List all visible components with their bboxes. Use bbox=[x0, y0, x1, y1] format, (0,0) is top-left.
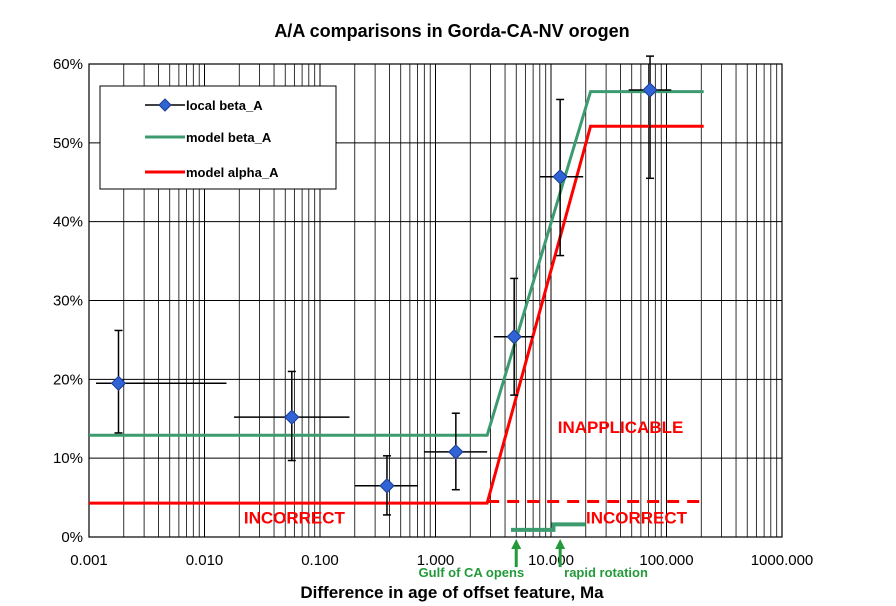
x-tick-label: 0.010 bbox=[186, 552, 224, 569]
data-point-diamond bbox=[506, 329, 522, 345]
event-label: Gulf of CA opens bbox=[419, 565, 525, 580]
x-tick-labels: 0.001 0.010 0.100 1.000 10.000 100.000 1000.00… bbox=[70, 552, 813, 569]
data-point-diamond bbox=[110, 375, 127, 391]
reference-lines bbox=[487, 500, 704, 532]
annotations: INAPPLICABLE INCORRECT INCORRECT bbox=[244, 418, 688, 528]
data-point-diamond bbox=[448, 444, 464, 460]
event-label: rapid rotation bbox=[564, 565, 648, 580]
y-tick-label: 50% bbox=[53, 135, 83, 152]
legend-label: local beta_A bbox=[186, 98, 263, 113]
event-arrow-head bbox=[555, 539, 566, 549]
legend-swatch-diamond bbox=[158, 98, 172, 112]
data-points bbox=[96, 55, 672, 516]
x-axis-title: Difference in age of offset feature, Ma bbox=[300, 583, 604, 602]
plot-area bbox=[88, 63, 783, 538]
event-arrow-head bbox=[511, 539, 522, 549]
legend-label: model alpha_A bbox=[186, 165, 279, 180]
legend-label: model beta_A bbox=[186, 130, 272, 145]
y-tick-labels: 0% 10% 20% 30% 40% 50% 60% bbox=[53, 56, 83, 546]
region-label: INCORRECT bbox=[244, 509, 346, 528]
y-tick-label: 20% bbox=[53, 371, 83, 388]
chart-title: A/A comparisons in Gorda-CA-NV orogen bbox=[274, 21, 629, 41]
x-tick-label: 100.000 bbox=[639, 552, 693, 569]
data-point-diamond bbox=[552, 169, 568, 185]
data-point-diamond bbox=[379, 478, 395, 494]
data-point-diamond bbox=[284, 409, 300, 425]
y-tick-label: 40% bbox=[53, 214, 83, 231]
region-label: INAPPLICABLE bbox=[558, 418, 684, 437]
x-tick-label: 0.001 bbox=[70, 552, 108, 569]
y-tick-label: 0% bbox=[61, 529, 83, 546]
region-label: INCORRECT bbox=[586, 509, 688, 528]
y-tick-label: 60% bbox=[53, 56, 83, 73]
event-markers: Gulf of CA opens rapid rotation bbox=[419, 539, 648, 580]
data-point-diamond bbox=[642, 82, 658, 98]
x-tick-label: 1.000 bbox=[417, 552, 455, 569]
x-tick-label: 10.000 bbox=[528, 552, 574, 569]
series-line-model-alpha-a bbox=[89, 124, 704, 505]
legend-box bbox=[99, 85, 337, 190]
y-tick-label: 30% bbox=[53, 293, 83, 310]
y-tick-label: 10% bbox=[53, 450, 83, 467]
x-tick-label: 0.100 bbox=[301, 552, 339, 569]
x-tick-label: 1000.000 bbox=[751, 552, 814, 569]
event-step-line bbox=[510, 522, 586, 532]
